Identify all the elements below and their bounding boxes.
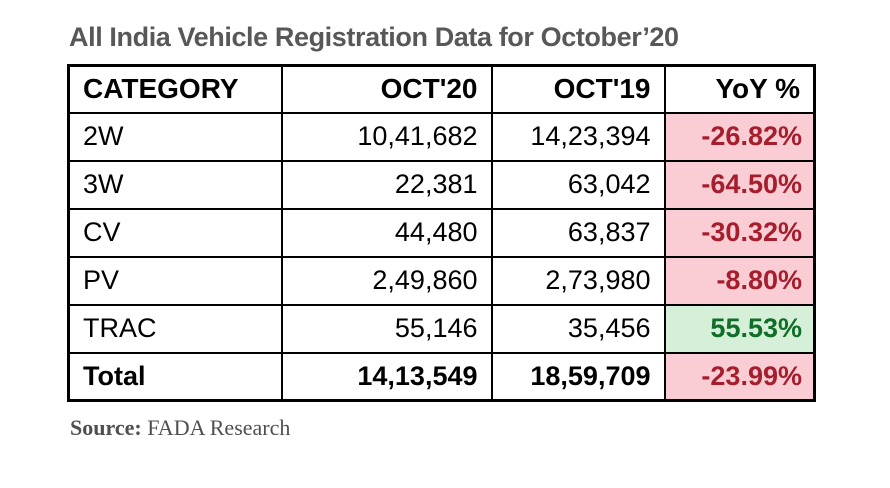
oct20-cell: 2,49,860 [280,255,493,306]
category-cell: Total [67,351,283,402]
page: All India Vehicle Registration Data for … [67,22,890,441]
oct19-cell: 63,042 [490,159,666,210]
category-cell: 3W [67,159,283,210]
category-cell: 2W [67,111,283,162]
column-header-oct19: OCT'19 [490,64,666,114]
source-text: FADA Research [141,415,291,440]
column-header-oct20: OCT'20 [280,64,493,114]
table-row-cv: CV 44,480 63,837 -30.32% [67,207,816,258]
header-row: CATEGORY OCT'20 OCT'19 YoY % [67,64,816,114]
oct19-cell: 2,73,980 [490,255,666,306]
category-cell: PV [67,255,283,306]
table-row-trac: TRAC 55,146 35,456 55.53% [67,303,816,354]
oct20-cell: 22,381 [280,159,493,210]
category-cell: CV [67,207,283,258]
oct19-cell: 18,59,709 [490,351,666,402]
yoy-cell: -26.82% [663,111,816,162]
oct20-cell: 10,41,682 [280,111,493,162]
oct19-cell: 63,837 [490,207,666,258]
vehicle-registration-table: CATEGORY OCT'20 OCT'19 YoY % 2W 10,41,68… [67,64,816,402]
oct20-cell: 44,480 [280,207,493,258]
oct19-cell: 14,23,394 [490,111,666,162]
yoy-cell: -8.80% [663,255,816,306]
category-cell: TRAC [67,303,283,354]
yoy-cell: -30.32% [663,207,816,258]
yoy-cell: -64.50% [663,159,816,210]
page-title: All India Vehicle Registration Data for … [69,22,679,52]
oct20-cell: 14,13,549 [280,351,493,402]
column-header-category: CATEGORY [67,64,283,114]
yoy-cell: 55.53% [663,303,816,354]
oct20-cell: 55,146 [280,303,493,354]
source-label: Source: [70,415,142,440]
table-row-2w: 2W 10,41,682 14,23,394 -26.82% [67,111,816,162]
table-row-total: Total 14,13,549 18,59,709 -23.99% [67,351,816,402]
source-note: Source: FADA Research [70,415,890,441]
oct19-cell: 35,456 [490,303,666,354]
column-header-yoy: YoY % [663,64,816,114]
yoy-cell: -23.99% [663,351,816,402]
table-row-pv: PV 2,49,860 2,73,980 -8.80% [67,255,816,306]
table-row-3w: 3W 22,381 63,042 -64.50% [67,159,816,210]
